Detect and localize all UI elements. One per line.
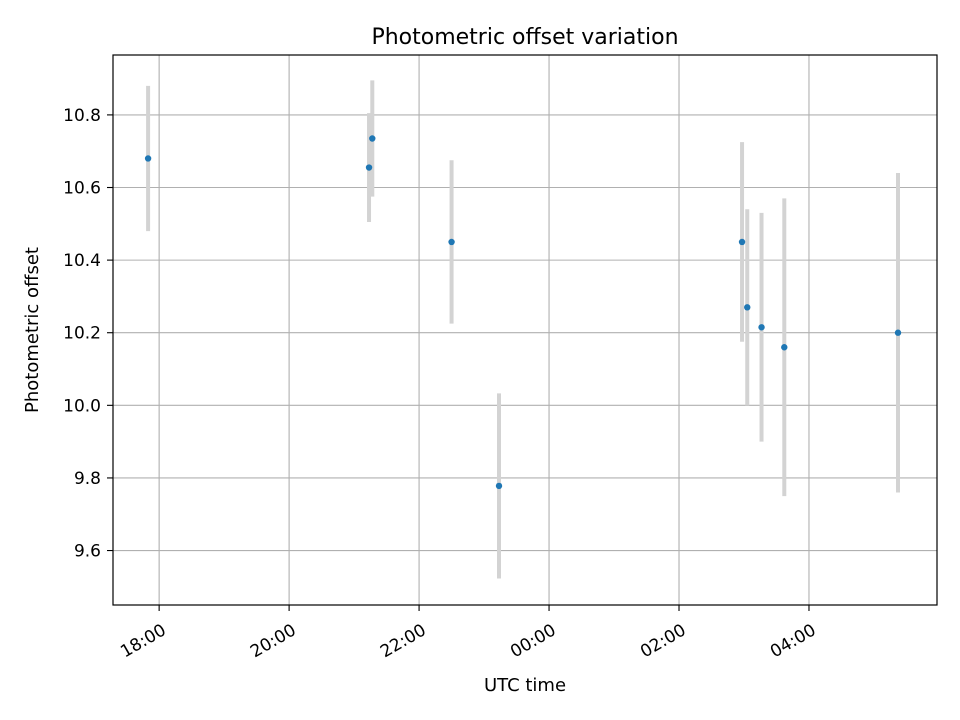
data-point <box>781 344 788 351</box>
y-tick-label: 9.6 <box>74 542 101 562</box>
data-point <box>365 164 373 171</box>
y-tick-label: 10.0 <box>63 396 101 416</box>
data-point <box>738 238 746 246</box>
y-tick-label: 9.8 <box>74 469 101 489</box>
y-tick-label: 10.8 <box>63 106 101 126</box>
grid <box>113 55 937 605</box>
x-axis-label: UTC time <box>484 675 566 696</box>
chart-title: Photometric offset variation <box>371 25 678 50</box>
data-points <box>144 135 902 490</box>
plot-area-frame <box>112 54 938 606</box>
y-axis-label: Photometric offset <box>22 247 43 413</box>
y-tick-label: 10.4 <box>63 251 101 271</box>
data-point <box>758 324 765 331</box>
data-point <box>448 238 455 246</box>
data-point <box>144 155 152 162</box>
y-tick-label: 10.2 <box>63 324 101 344</box>
data-point <box>744 304 751 311</box>
data-point <box>894 329 902 336</box>
data-point <box>369 135 376 142</box>
data-point <box>495 482 503 490</box>
y-tick-label: 10.6 <box>63 179 101 199</box>
